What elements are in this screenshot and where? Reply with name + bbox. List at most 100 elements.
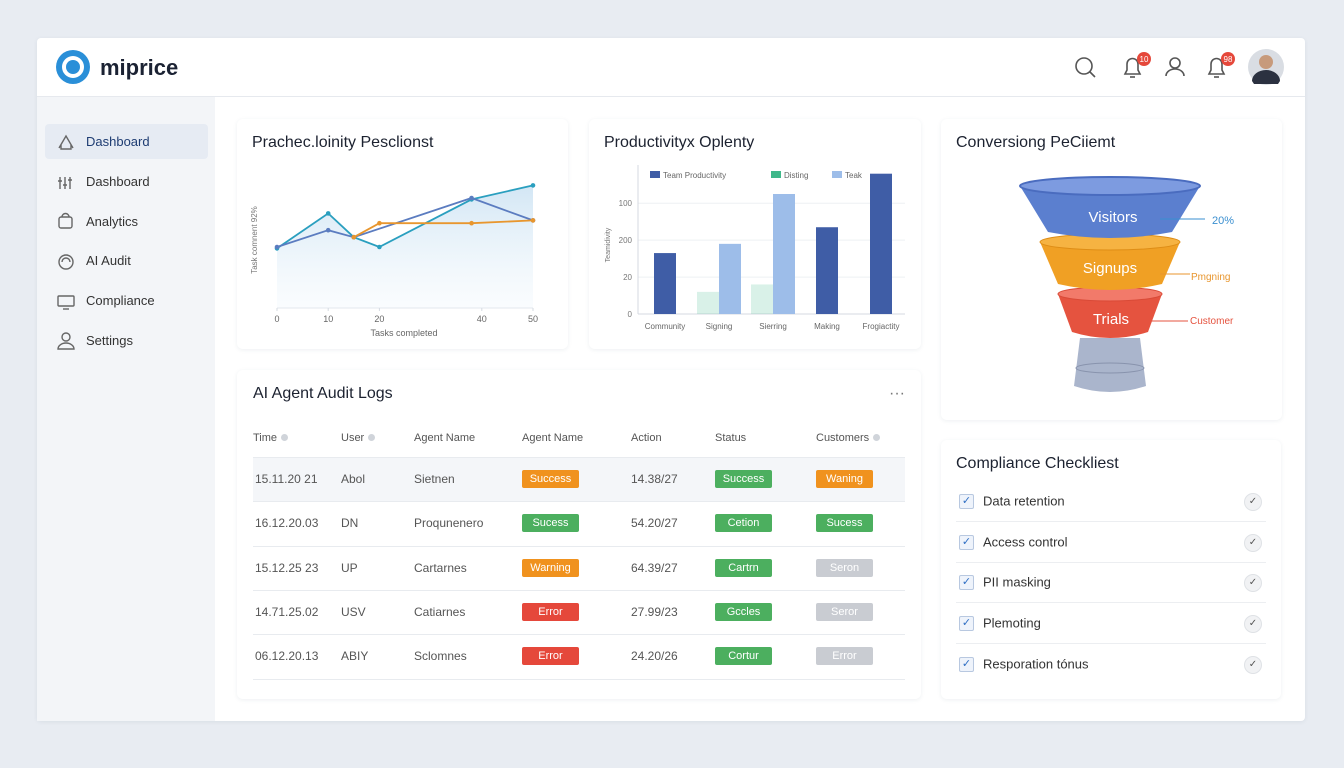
status-badge: Cortur — [715, 647, 772, 666]
header-divider — [37, 96, 1305, 97]
column-header: Agent Name — [522, 432, 584, 444]
status-check: ✓ — [1244, 533, 1262, 552]
status-check: ✓ — [1244, 655, 1262, 674]
bar-chart-title: Productivityx Oplenty — [604, 134, 755, 151]
table-card — [237, 370, 921, 699]
active-nav-bg — [45, 124, 208, 159]
item-divider — [956, 521, 1266, 522]
row-divider — [253, 457, 905, 458]
row-divider — [253, 678, 905, 680]
table-cell: 14.71.25.02 — [255, 604, 319, 619]
table-cell: USV — [341, 604, 366, 619]
checkbox[interactable]: ✓ — [959, 494, 974, 509]
funnel-side-label: Customer — [1190, 316, 1234, 327]
status-badge: Gccles — [715, 602, 772, 621]
table-cell: Sietnen — [414, 472, 455, 486]
notification-badge: 10 — [1140, 55, 1149, 64]
row-highlight — [253, 458, 905, 501]
table-cell: 06.12.20.13 — [255, 649, 319, 664]
column-header: Action — [631, 432, 662, 444]
status-badge: Waning — [816, 470, 873, 488]
status-check: ✓ — [1244, 574, 1262, 593]
check-label: Access control — [983, 534, 1068, 550]
brand: miprice — [100, 55, 179, 80]
status-badge: Success — [522, 470, 579, 488]
info-icon — [873, 434, 881, 441]
header-actions[interactable] — [1075, 57, 1226, 78]
nav-item[interactable]: Analytics — [86, 213, 139, 229]
table-cell: 14.38/27 — [631, 472, 678, 486]
status-badge: Error — [522, 647, 579, 666]
checklist-card — [941, 440, 1281, 699]
row-divider — [253, 545, 905, 547]
item-divider — [956, 643, 1266, 645]
status-badge: Sucess — [816, 514, 873, 533]
table-cell: Cartarnes — [414, 560, 467, 575]
funnel-title: Conversiong PeCiiemt — [956, 134, 1116, 151]
checkbox[interactable]: ✓ — [959, 616, 974, 632]
nav-item[interactable]: Compliance — [86, 293, 155, 309]
table-cell: 15.12.25 23 — [255, 560, 319, 575]
table-cell: Catiarnes — [414, 604, 466, 619]
bar-card — [589, 119, 921, 349]
checkbox[interactable]: ✓ — [959, 656, 974, 672]
status-check: ✓ — [1244, 615, 1262, 634]
table-cell: 16.12.20.03 — [255, 516, 319, 531]
avatar-body — [1252, 70, 1280, 84]
table-cell: ABIY — [341, 649, 369, 664]
nav-item[interactable]: Settings — [86, 333, 133, 348]
checkbox[interactable]: ✓ — [959, 575, 974, 591]
funnel-stage — [1020, 186, 1200, 238]
status-badge: Seror — [816, 602, 873, 621]
nav-item[interactable]: Dashboard — [86, 134, 150, 149]
info-icon — [281, 434, 289, 441]
nav-item[interactable]: Dashboard — [86, 173, 150, 189]
nav-icons — [57, 134, 75, 350]
column-header: Status — [715, 432, 747, 444]
column-header: Agent Name — [414, 432, 476, 444]
column-header: User — [341, 432, 376, 444]
column-header: Customers — [816, 432, 881, 444]
funnel-side-label: 20% — [1212, 215, 1234, 227]
table-cell: 24.20/26 — [631, 649, 678, 664]
funnel-base-ring — [1075, 362, 1145, 374]
status-badge: Cetion — [715, 514, 772, 533]
row-divider — [253, 501, 905, 503]
checkbox[interactable]: ✓ — [959, 534, 974, 550]
funnel-stage-label: Visitors — [1089, 209, 1138, 226]
nav-item[interactable]: AI Audit — [86, 253, 131, 269]
sidebar — [37, 97, 215, 721]
checklist-title: Compliance Checkliest — [956, 455, 1119, 472]
table-cell: 64.39/27 — [631, 560, 678, 575]
status-badge: Cartrn — [715, 558, 772, 577]
funnel-stage — [1058, 294, 1162, 338]
funnel-stage-label: Trials — [1093, 311, 1129, 328]
table-cell: Abol — [341, 472, 366, 486]
column-header: Time — [253, 432, 289, 444]
status-badge: Seron — [816, 558, 873, 577]
info-icon — [368, 434, 376, 441]
table-cell: 15.11.20 21 — [255, 472, 318, 486]
status-badge: Success — [715, 470, 772, 488]
funnel-stage-label: Signups — [1083, 260, 1137, 277]
table-cell: Sclomnes — [414, 649, 467, 664]
avatar-face — [1259, 55, 1273, 69]
funnel-stage-top — [1019, 176, 1201, 196]
table-cell: 27.99/23 — [631, 604, 678, 619]
status-badge: Sucess — [522, 514, 579, 533]
table-cell: 54.20/27 — [631, 516, 678, 531]
check-label: Resporation tónus — [983, 656, 1089, 672]
row-divider — [253, 589, 905, 591]
status-check: ✓ — [1244, 493, 1262, 511]
status-badge: Warning — [522, 558, 579, 577]
badge-dot — [1137, 52, 1151, 66]
row-divider — [253, 634, 905, 636]
item-divider — [956, 561, 1266, 563]
table-cell: DN — [341, 516, 359, 531]
table-cell: UP — [341, 560, 358, 575]
check-label: Plemoting — [983, 615, 1041, 631]
more-menu[interactable]: ··· — [889, 385, 905, 402]
check-label: PII masking — [983, 574, 1051, 590]
notification-badge: 98 — [1224, 55, 1233, 64]
